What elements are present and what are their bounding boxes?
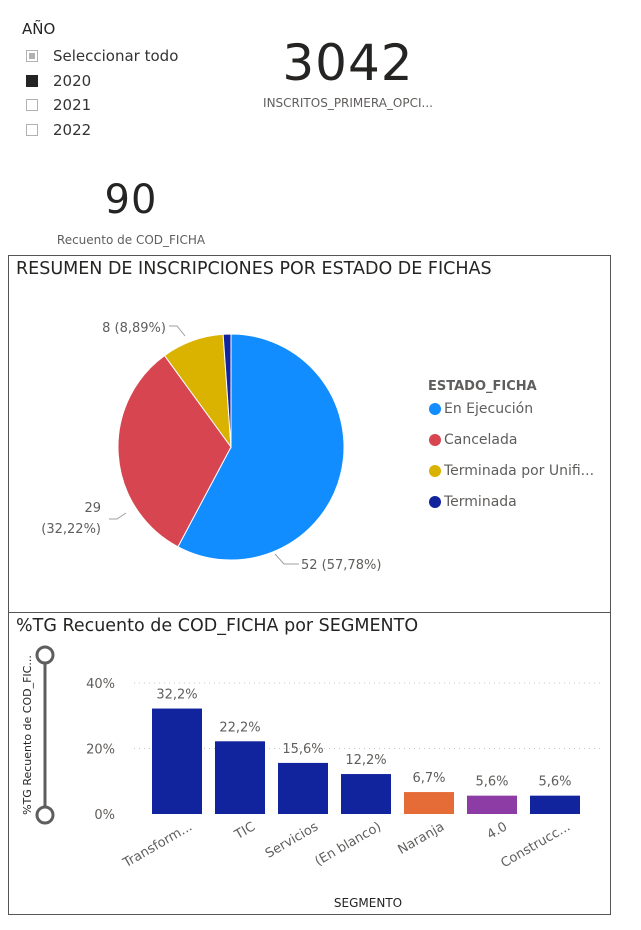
pie-chart: 52 (57,78%) 29 (32,22%) 8 (8,89%) ESTADO_FI… <box>41 321 594 573</box>
card-inscritos-value: 3042 <box>282 34 414 92</box>
checkbox[interactable] <box>26 50 38 63</box>
bar-data-label: 5,6% <box>475 775 508 790</box>
pie-slice[interactable] <box>222 333 232 448</box>
checkbox[interactable] <box>26 74 38 87</box>
slicer-item[interactable]: Seleccionar todo <box>22 44 222 69</box>
bar[interactable] <box>215 741 265 814</box>
bar-data-label: 32,2% <box>156 688 197 703</box>
pie-data-label: (32,22%) <box>41 522 101 537</box>
x-tick-label: Transform... <box>120 819 195 871</box>
slicer-item[interactable]: 2022 <box>22 118 222 143</box>
bar-visual-title: %TG Recuento de COD_FICHA por SEGMENTO <box>16 616 419 636</box>
slicer-item[interactable]: 2020 <box>22 69 222 94</box>
card-inscritos-label: INSCRITOS_PRIMERA_OPCI... <box>263 96 433 110</box>
leader-line <box>169 325 186 337</box>
pie-slice[interactable] <box>177 333 345 561</box>
bar[interactable] <box>278 762 328 814</box>
y-tick-label: 40% <box>86 677 115 692</box>
slicer-item[interactable]: 2021 <box>22 93 222 118</box>
pie-visual[interactable]: RESUMEN DE INSCRIPCIONES POR ESTADO DE F… <box>8 255 611 613</box>
pie-data-label: 52 (57,78%) <box>301 558 381 573</box>
x-tick-label: TIC <box>232 819 258 843</box>
bar-visual[interactable]: %TG Recuento de COD_FICHA por SEGMENTO %… <box>8 612 611 915</box>
legend-item[interactable]: Terminada por Unifi... <box>429 463 594 479</box>
card-fichas: 90 Recuento de COD_FICHA <box>40 180 222 247</box>
bar-data-label: 6,7% <box>412 771 445 786</box>
bar-data-label: 12,2% <box>345 753 386 768</box>
card-inscritos: 3042 INSCRITOS_PRIMERA_OPCI... <box>258 38 438 110</box>
legend-item[interactable]: En Ejecución <box>429 401 533 417</box>
bar-data-label: 5,6% <box>538 775 571 790</box>
pie-slice[interactable] <box>117 354 232 548</box>
legend-title: ESTADO_FICHA <box>428 379 537 394</box>
bar-data-label: 22,2% <box>219 720 260 735</box>
y-axis-title: %TG Recuento de COD_FIC... <box>21 655 34 815</box>
bar[interactable] <box>152 708 202 814</box>
bar-data-label: 15,6% <box>282 742 323 757</box>
leader-line <box>274 553 299 565</box>
slicer-title: AÑO <box>22 20 56 38</box>
bar[interactable] <box>404 792 454 814</box>
bar[interactable] <box>530 795 580 814</box>
slicer-item-label: 2021 <box>53 96 92 115</box>
leader-line <box>109 512 127 520</box>
bar[interactable] <box>341 774 391 814</box>
zoom-slider-handle-bottom[interactable] <box>35 805 55 825</box>
slicer-list: Seleccionar todo 2020 2021 2022 <box>22 44 222 142</box>
year-slicer: AÑO Seleccionar todo 2020 2021 2022 <box>22 20 222 142</box>
x-axis-title: SEGMENTO <box>334 896 402 910</box>
x-tick-label: Construcc... <box>498 819 573 871</box>
card-fichas-label: Recuento de COD_FICHA <box>56 233 206 247</box>
legend-marker <box>429 434 441 446</box>
slicer-item-label: 2020 <box>53 71 92 90</box>
legend-item[interactable]: Cancelada <box>429 432 517 448</box>
bar-chart: %TG Recuento de COD_FIC... 0% 20% 40% 32,2… <box>21 645 604 910</box>
y-tick-label: 20% <box>86 743 115 758</box>
legend-marker <box>429 496 441 508</box>
legend-item[interactable]: Terminada <box>429 494 517 510</box>
legend-label: Terminada <box>443 494 517 510</box>
zoom-slider-handle-top[interactable] <box>35 645 55 665</box>
pie-data-label: 29 <box>84 501 101 516</box>
legend-label: Cancelada <box>444 432 517 448</box>
legend-marker <box>429 465 441 477</box>
card-fichas-value: 90 <box>104 177 158 223</box>
checkbox[interactable] <box>26 123 38 136</box>
x-tick-label: 4.0 <box>485 819 510 842</box>
legend-label: En Ejecución <box>444 401 533 417</box>
bar[interactable] <box>467 795 517 814</box>
pie-visual-title: RESUMEN DE INSCRIPCIONES POR ESTADO DE F… <box>16 259 492 279</box>
legend-label: Terminada por Unifi... <box>443 463 594 479</box>
pie-data-label: 8 (8,89%) <box>102 321 166 336</box>
x-tick-label: (En blanco) <box>312 819 384 869</box>
legend-marker <box>429 403 441 415</box>
checkbox[interactable] <box>26 99 38 112</box>
slicer-item-label: Seleccionar todo <box>53 47 179 66</box>
y-tick-label: 0% <box>94 808 115 823</box>
slicer-item-label: 2022 <box>53 120 92 139</box>
x-tick-label: Naranja <box>395 819 447 857</box>
